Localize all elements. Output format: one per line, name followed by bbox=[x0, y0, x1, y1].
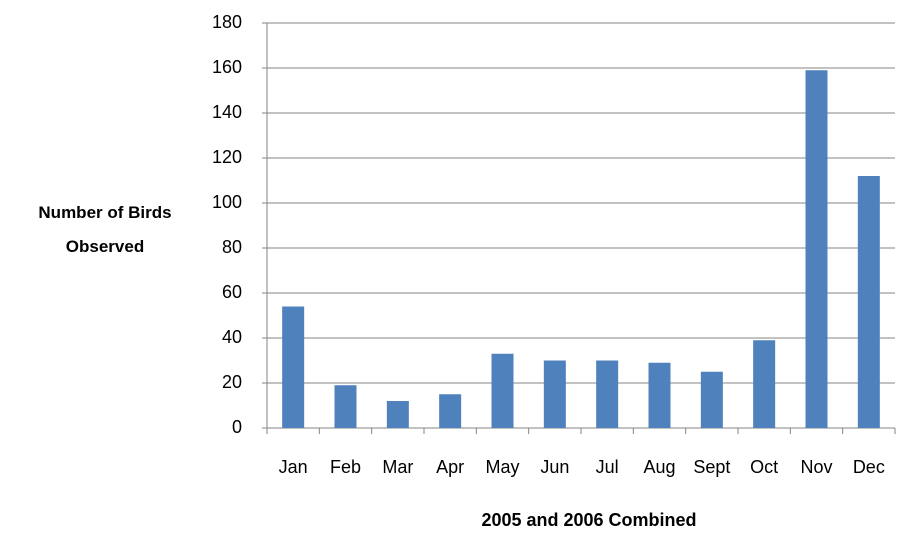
y-tick-label: 20 bbox=[222, 372, 242, 392]
x-tick-label: May bbox=[485, 457, 519, 477]
bar bbox=[439, 394, 462, 428]
x-tick-label: Jun bbox=[540, 457, 569, 477]
x-tick-label: Dec bbox=[853, 457, 885, 477]
bar bbox=[282, 306, 305, 428]
y-tick-label: 100 bbox=[212, 192, 242, 212]
bar bbox=[491, 353, 514, 428]
bar bbox=[386, 401, 409, 428]
x-tick-label: Apr bbox=[436, 457, 464, 477]
bar bbox=[596, 360, 619, 428]
y-tick-label: 60 bbox=[222, 282, 242, 302]
bar bbox=[543, 360, 566, 428]
x-tick-label: Mar bbox=[382, 457, 413, 477]
bar bbox=[857, 176, 880, 428]
x-tick-label: Sept bbox=[693, 457, 730, 477]
y-tick-label: 0 bbox=[232, 417, 242, 437]
x-tick-label: Nov bbox=[800, 457, 832, 477]
y-axis-label: Number of Birds Observed bbox=[38, 203, 172, 256]
bar bbox=[753, 340, 776, 428]
y-tick-label: 120 bbox=[212, 147, 242, 167]
y-tick-label: 180 bbox=[212, 12, 242, 32]
y-tick-label: 160 bbox=[212, 57, 242, 77]
bar bbox=[334, 385, 357, 428]
x-axis-label: 2005 and 2006 Combined bbox=[481, 510, 696, 530]
x-tick-label: Oct bbox=[750, 457, 778, 477]
x-tick-label: Jan bbox=[279, 457, 308, 477]
y-tick-label: 80 bbox=[222, 237, 242, 257]
y-tick-label: 40 bbox=[222, 327, 242, 347]
x-tick-label: Feb bbox=[330, 457, 361, 477]
y-tick-label: 140 bbox=[212, 102, 242, 122]
bar bbox=[700, 371, 723, 428]
x-tick-label: Jul bbox=[596, 457, 619, 477]
x-tick-label: Aug bbox=[643, 457, 675, 477]
bar bbox=[648, 362, 671, 428]
bar bbox=[805, 70, 828, 428]
